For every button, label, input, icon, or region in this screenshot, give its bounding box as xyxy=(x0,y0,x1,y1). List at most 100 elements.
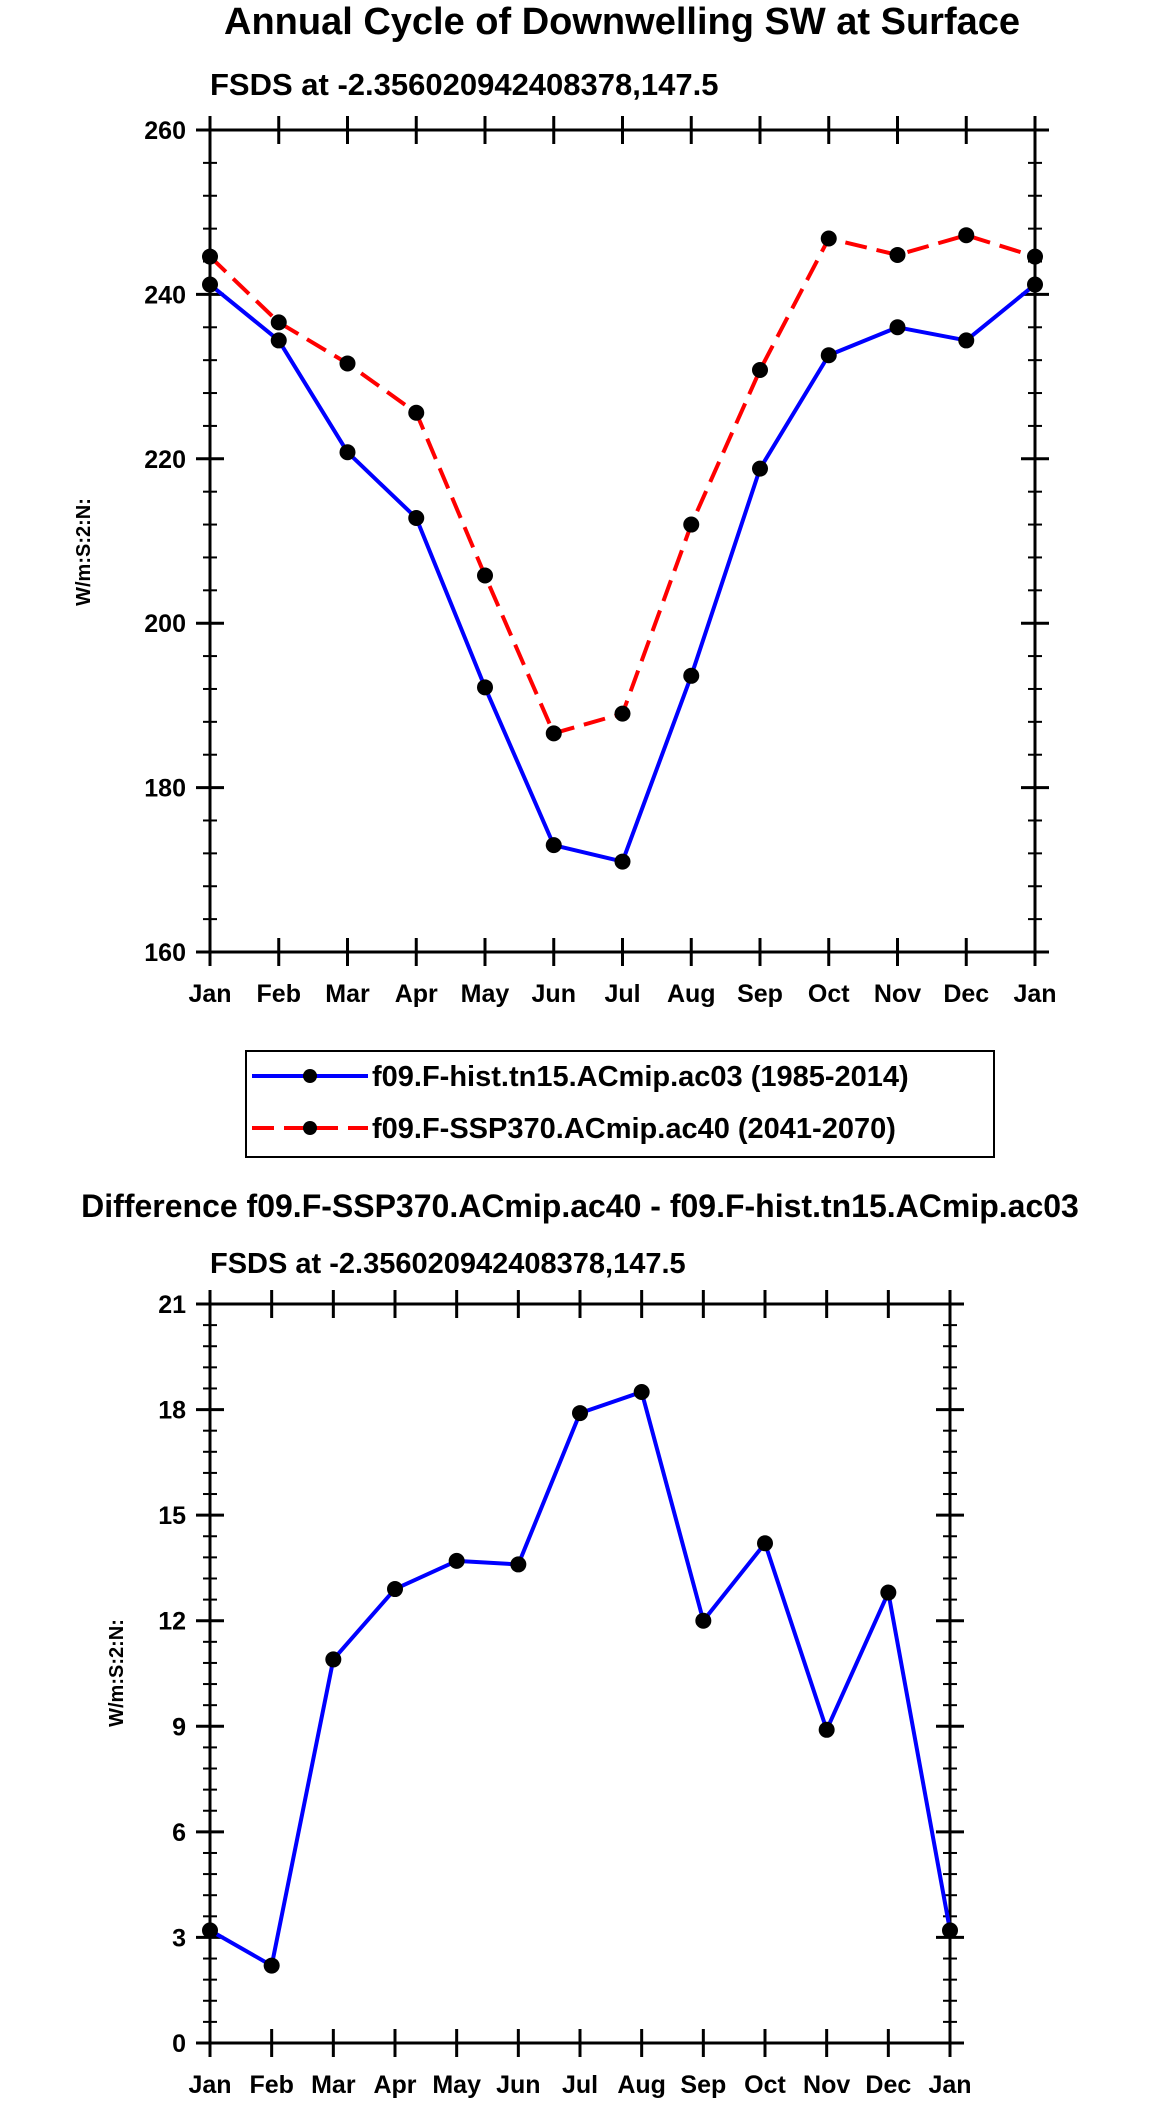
bottom-chart-series xyxy=(202,1383,958,1974)
legend-marker-hist xyxy=(303,1069,317,1083)
top-series-1-point xyxy=(958,227,975,244)
top-xtick-label: Jan xyxy=(1013,980,1056,1008)
bottom-series-0-point xyxy=(202,1922,218,1939)
top-ytick-label: 240 xyxy=(144,281,186,309)
top-series-0-point xyxy=(202,276,218,293)
top-series-1-point xyxy=(1027,248,1043,265)
top-chart-series xyxy=(202,227,1043,870)
top-series-1-point xyxy=(408,404,425,421)
top-series-0-point xyxy=(752,460,768,477)
bottom-chart-axes xyxy=(196,1290,964,2057)
bottom-ytick-label: 21 xyxy=(158,1291,186,1319)
bottom-chart-tick-labels: 0 3 6 9 12 15 18 21 Jan Feb Mar Apr May Jun Jul Aug Sep O… xyxy=(158,1291,971,2099)
top-series-1-point xyxy=(545,725,562,742)
top-series-1-point xyxy=(752,362,768,379)
top-xtick-label: May xyxy=(461,980,510,1008)
bottom-xtick-label: Jul xyxy=(562,2071,598,2099)
bottom-xtick-label: Aug xyxy=(617,2071,666,2099)
bottom-ytick-label: 0 xyxy=(172,2030,186,2058)
top-xtick-label: Feb xyxy=(257,980,301,1008)
top-series-0-point xyxy=(614,853,631,870)
top-series-0-point xyxy=(408,509,425,526)
bottom-series-0-point xyxy=(448,1552,465,1569)
top-xtick-label: Jul xyxy=(604,980,640,1008)
bottom-series-0-point xyxy=(757,1535,773,1552)
bottom-series-0-point xyxy=(695,1612,712,1629)
bottom-xtick-label: Jan xyxy=(188,2071,231,2099)
top-series-line-0 xyxy=(208,282,1037,864)
top-ytick-label: 200 xyxy=(144,610,186,638)
top-series-0-point xyxy=(477,679,493,696)
top-ytick-label: 180 xyxy=(144,775,186,803)
legend-label-ssp: f09.F-SSP370.ACmip.ac40 (2041-2070) xyxy=(372,1113,896,1145)
bottom-ytick-label: 6 xyxy=(172,1819,186,1847)
bottom-series-0-point xyxy=(387,1581,403,1598)
top-series-line-1 xyxy=(208,233,1036,736)
bottom-chart-title: Difference f09.F-SSP370.ACmip.ac40 - f09… xyxy=(81,1188,1079,1224)
bottom-series-0-point xyxy=(880,1584,897,1601)
top-xtick-label: Nov xyxy=(874,980,921,1008)
top-xtick-label: Apr xyxy=(395,980,438,1008)
top-series-1-point xyxy=(477,567,493,584)
top-xtick-label: Jun xyxy=(532,980,576,1008)
top-ytick-label: 260 xyxy=(144,117,186,145)
bottom-xtick-label: Jun xyxy=(496,2071,540,2099)
bottom-chart-ylabel: W/m:S:2:N: xyxy=(106,1619,128,1727)
bottom-series-0-point xyxy=(325,1651,342,1668)
bottom-chart: Difference f09.F-SSP370.ACmip.ac40 - f09… xyxy=(81,1188,1079,2099)
top-chart-axes xyxy=(196,116,1049,966)
top-series-0-point xyxy=(1027,276,1043,293)
top-series-0-point xyxy=(270,332,287,349)
top-chart-subtitle: FSDS at -2.356020942408378,147.5 xyxy=(210,67,718,102)
top-series-0-point xyxy=(339,444,356,461)
top-series-1-point xyxy=(339,355,356,372)
bottom-series-0-point xyxy=(510,1556,527,1573)
top-series-0-point xyxy=(889,319,906,336)
bottom-ytick-label: 3 xyxy=(172,1924,186,1952)
top-xtick-label: Jan xyxy=(188,980,231,1008)
bottom-series-line-0 xyxy=(209,1389,952,1968)
top-chart-tick-labels: 160 180 200 220 240 260 Jan Feb Mar Apr May Jun Jul A… xyxy=(144,117,1056,1008)
bottom-xtick-label: Sep xyxy=(680,2071,726,2099)
legend-box xyxy=(245,1050,995,1158)
bottom-xtick-label: Nov xyxy=(803,2071,850,2099)
bottom-xtick-label: Oct xyxy=(744,2071,786,2099)
top-series-1-point xyxy=(889,246,906,263)
top-series-1-point xyxy=(614,705,631,722)
bottom-xtick-label: Dec xyxy=(865,2071,911,2099)
top-series-1-point xyxy=(820,230,837,247)
top-series-1-point xyxy=(202,248,218,265)
top-chart-ylabel: W/m:S:2:N: xyxy=(73,498,95,606)
legend-label-hist: f09.F-hist.tn15.ACmip.ac03 (1985-2014) xyxy=(372,1061,909,1093)
top-series-0-point xyxy=(958,332,975,349)
bottom-xtick-label: Jan xyxy=(928,2071,971,2099)
bottom-series-0-point xyxy=(633,1383,650,1400)
top-xtick-label: Oct xyxy=(808,980,850,1008)
bottom-xtick-label: Apr xyxy=(373,2071,416,2099)
bottom-ytick-label: 9 xyxy=(172,1713,186,1741)
bottom-series-0-point xyxy=(818,1721,835,1738)
bottom-ytick-label: 15 xyxy=(158,1502,186,1530)
top-series-1-point xyxy=(683,516,700,533)
top-chart: Annual Cycle of Downwelling SW at Surfac… xyxy=(73,1,1057,1158)
legend-marker-ssp xyxy=(303,1121,317,1135)
top-series-0-point xyxy=(683,667,700,684)
bottom-series-0-point xyxy=(942,1922,958,1939)
top-xtick-label: Mar xyxy=(325,980,370,1008)
bottom-xtick-label: Mar xyxy=(311,2071,356,2099)
top-plot-frame xyxy=(208,128,1037,954)
bottom-series-0-point xyxy=(572,1405,588,1422)
top-xtick-label: Aug xyxy=(667,980,716,1008)
bottom-xtick-label: May xyxy=(432,2071,481,2099)
top-chart-legend: f09.F-hist.tn15.ACmip.ac03 (1985-2014) f… xyxy=(245,1050,995,1158)
bottom-chart-subtitle: FSDS at -2.356020942408378,147.5 xyxy=(210,1248,686,1280)
top-ytick-label: 220 xyxy=(144,446,186,474)
top-series-0-point xyxy=(820,347,837,364)
top-chart-title: Annual Cycle of Downwelling SW at Surfac… xyxy=(224,1,1020,43)
top-series-1-point xyxy=(270,314,287,331)
bottom-xtick-label: Feb xyxy=(249,2071,293,2099)
top-xtick-label: Dec xyxy=(943,980,989,1008)
bottom-ytick-label: 12 xyxy=(158,1608,186,1636)
top-ytick-label: 160 xyxy=(144,939,186,967)
